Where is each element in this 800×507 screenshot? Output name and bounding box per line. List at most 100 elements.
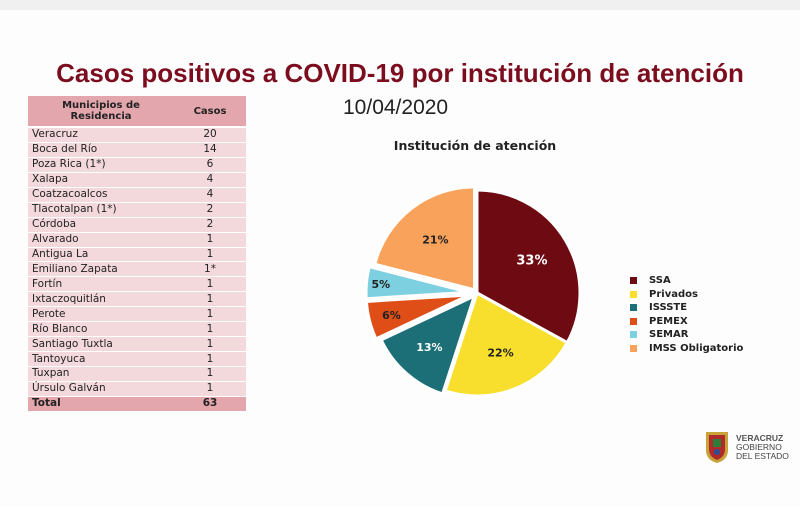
legend-item: PEMEX — [630, 315, 743, 329]
municipio-cell: Tantoyuca — [28, 351, 174, 367]
table-row: Xalapa 4 — [28, 172, 246, 188]
table-body: Veracruz 20 Boca del Río 14 Poza Rica (1*) 6 X… — [28, 127, 246, 397]
table-row: Boca del Río 14 — [28, 142, 246, 158]
municipio-cell: Santiago Tuxtla — [28, 336, 174, 353]
casos-cell: 2 — [174, 217, 246, 233]
header-casos: Casos — [174, 96, 246, 128]
casos-cell: 1 — [174, 306, 246, 323]
table-row: Coatzacoalcos 4 — [28, 187, 246, 203]
municipio-cell: Ixtaczoquitlán — [28, 291, 174, 308]
logo-text: VERACRUZ GOBIERNO DEL ESTADO — [736, 432, 789, 461]
table-header: Municipios de Residencia Casos — [28, 96, 246, 128]
legend-label: ISSSTE — [649, 302, 688, 314]
state-shield-icon — [706, 432, 728, 463]
municipio-cell: Boca del Río — [28, 142, 174, 158]
table-row: Alvarado 1 — [28, 232, 246, 248]
pie-slice-pemex — [364, 293, 470, 341]
casos-cell: 1 — [174, 232, 246, 248]
casos-cell: 1 — [174, 336, 246, 353]
veracruz-logo: VERACRUZ GOBIERNO DEL ESTADO — [704, 430, 789, 464]
municipio-cell: Veracruz — [28, 127, 174, 143]
municipio-cell: Emiliano Zapata — [28, 261, 174, 278]
table-row: Antigua La 1 — [28, 247, 246, 263]
legend-swatch — [630, 277, 637, 285]
pie-label: 33% — [516, 253, 547, 268]
municipio-cell: Alvarado — [28, 232, 174, 248]
municipio-cell: Fortín — [28, 276, 174, 293]
municipio-cell: Úrsulo Galván — [28, 381, 174, 397]
pie-slice-ssa — [475, 188, 582, 345]
legend-item: Privados — [630, 288, 743, 302]
pie-slice-issste — [379, 293, 477, 396]
municipio-cell: Poza Rica (1*) — [28, 157, 174, 173]
municipio-cell: Antigua La — [28, 247, 174, 263]
municipio-cell: Río Blanco — [28, 321, 174, 338]
municipio-cell: Perote — [28, 306, 174, 323]
legend-label: PEMEX — [649, 315, 688, 327]
legend-label: Privados — [649, 288, 698, 300]
report-date: 10/04/2020 — [343, 96, 449, 119]
table-row: Santiago Tuxtla 1 — [28, 336, 246, 353]
total-label: Total — [28, 396, 174, 412]
pie-label: 13% — [416, 341, 442, 354]
pie-label: 5% — [372, 278, 391, 291]
chart-title: Institución de atención — [393, 138, 557, 153]
legend-swatch — [630, 304, 637, 312]
legend-item: SSA — [630, 274, 743, 288]
pie-label: 22% — [487, 346, 513, 359]
legend-swatch — [630, 331, 637, 339]
legend-label: IMSS Obligatorio — [649, 342, 744, 354]
municipio-cell: Xalapa — [28, 172, 174, 188]
casos-cell: 1* — [174, 261, 246, 278]
table-row: Tlacotalpan (1*) 2 — [28, 202, 246, 218]
legend-label: SEMAR — [649, 329, 689, 341]
legend-item: IMSS Obligatorio — [630, 342, 743, 356]
pie-slice-privados — [443, 290, 570, 398]
table-row: Perote 1 — [28, 306, 246, 323]
table-row: Río Blanco 1 — [28, 321, 246, 338]
page-title: Casos positivos a COVID-19 por instituci… — [56, 58, 744, 88]
pie-slice-semar — [364, 264, 470, 301]
casos-cell: 1 — [174, 276, 246, 293]
casos-cell: 1 — [174, 247, 246, 263]
header-municipios: Municipios de Residencia — [28, 96, 174, 128]
casos-cell: 4 — [174, 172, 246, 188]
legend-swatch — [630, 344, 637, 352]
pie-chart: 33% 22% 13% 6% 5% 21% — [364, 185, 582, 398]
legend-swatch — [630, 290, 637, 298]
casos-cell: 1 — [174, 351, 246, 367]
casos-cell: 2 — [174, 202, 246, 218]
total-row: Total 63 — [28, 396, 246, 412]
pie-slice-imss-obligatorio — [372, 185, 477, 292]
table-row: Ixtaczoquitlán 1 — [28, 291, 246, 308]
legend-label: SSA — [649, 275, 671, 287]
casos-cell: 1 — [174, 366, 246, 382]
municipio-cell: Córdoba — [28, 217, 174, 233]
municipio-cell: Coatzacoalcos — [28, 187, 174, 203]
top-strip — [0, 0, 800, 10]
logo-line-2: GOBIERNO — [736, 441, 782, 452]
table-row: Emiliano Zapata 1* — [28, 261, 246, 278]
logo-line-3: DEL ESTADO — [736, 450, 789, 461]
total-value: 63 — [174, 396, 246, 412]
table-row: Poza Rica (1*) 6 — [28, 157, 246, 173]
table-row: Tantoyuca 1 — [28, 351, 246, 367]
casos-cell: 6 — [174, 157, 246, 173]
legend-item: SEMAR — [630, 328, 743, 342]
table-row: Córdoba 2 — [28, 217, 246, 233]
legend-item: ISSSTE — [630, 301, 743, 315]
logo-line-1: VERACRUZ — [736, 432, 784, 443]
municipio-cell: Tlacotalpan (1*) — [28, 202, 174, 218]
legend-swatch — [630, 317, 637, 325]
table-row: Fortín 1 — [28, 276, 246, 293]
casos-cell: 14 — [174, 142, 246, 158]
casos-cell: 1 — [174, 381, 246, 397]
table-row: Veracruz 20 — [28, 127, 246, 143]
municipio-cell: Tuxpan — [28, 366, 174, 382]
casos-cell: 4 — [174, 187, 246, 203]
pie-label: 21% — [422, 233, 448, 246]
cases-table: Municipios de Residencia Casos Veracruz 2… — [28, 96, 246, 412]
chart-legend: SSA Privados ISSSTE PEMEX SEMAR IMSS Obligato… — [630, 274, 743, 355]
casos-cell: 1 — [174, 321, 246, 338]
